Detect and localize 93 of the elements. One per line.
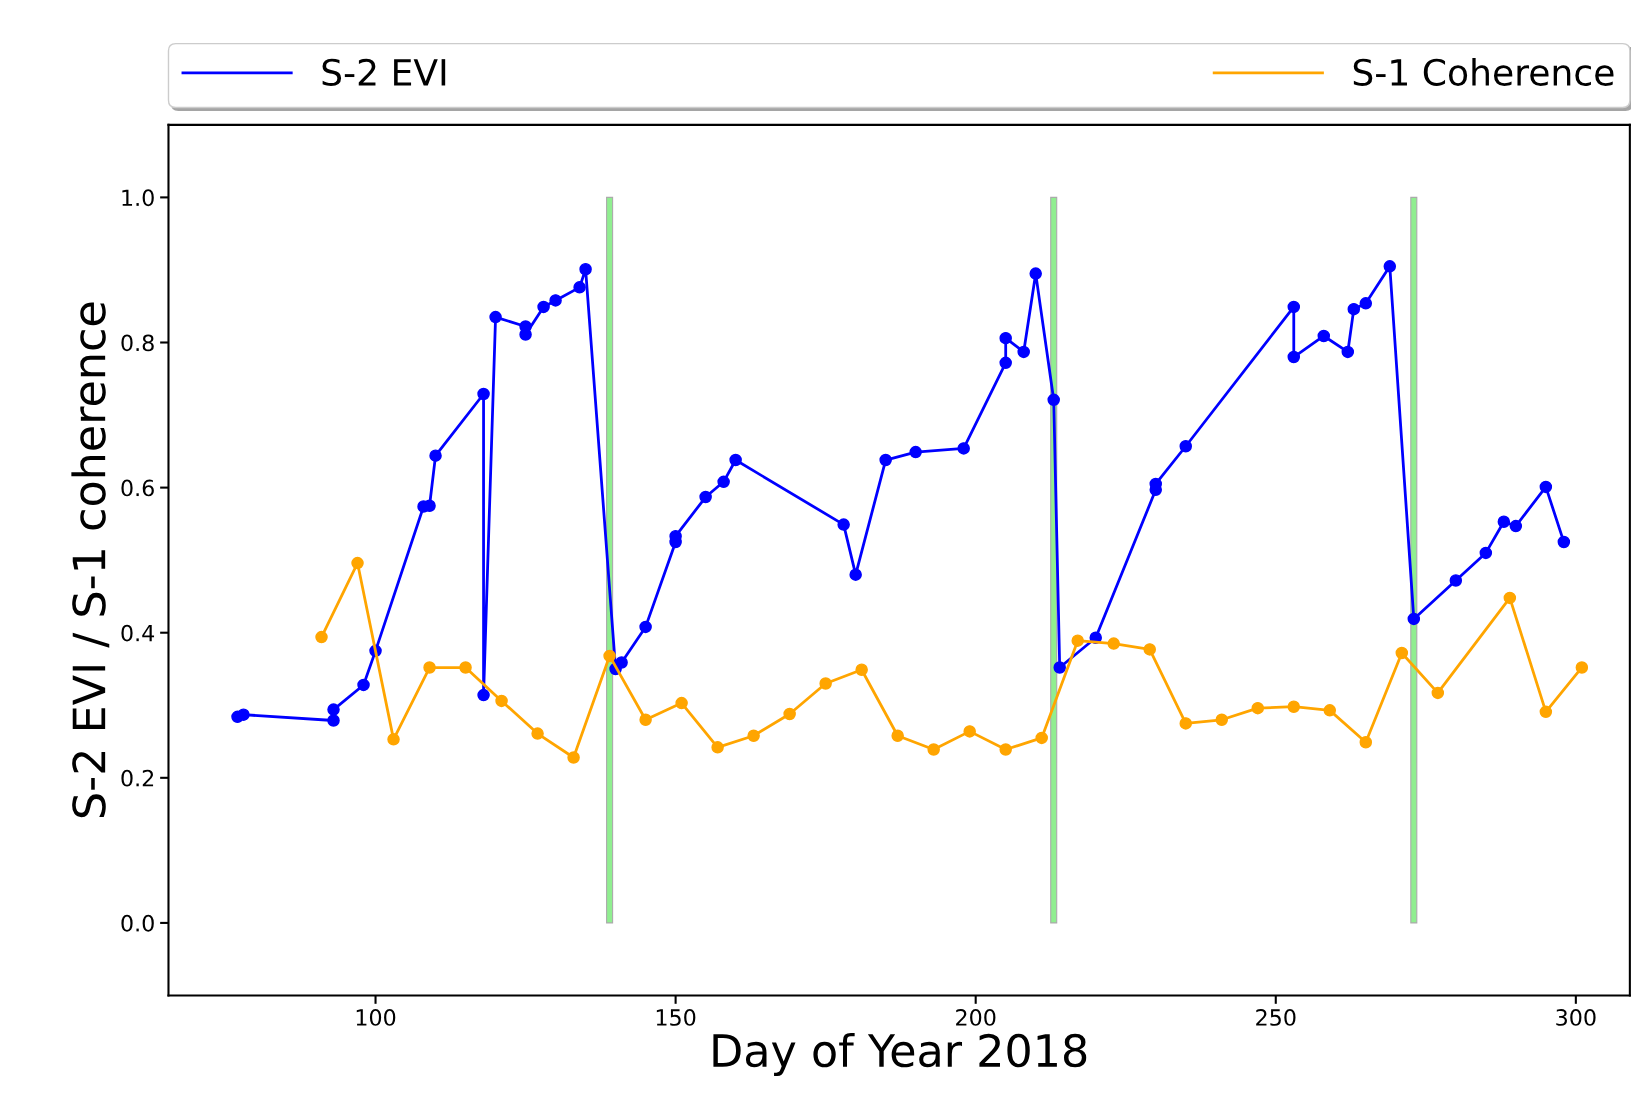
y-tick-label: 0.4 <box>121 624 155 642</box>
point <box>639 620 652 634</box>
point <box>1029 267 1042 280</box>
point <box>999 356 1012 370</box>
point <box>1383 260 1397 273</box>
y-tick-label: 1.0 <box>122 189 154 207</box>
x-tick-label: 100 <box>356 1009 396 1026</box>
point <box>1509 519 1523 533</box>
point <box>327 703 340 716</box>
x-axis-title: Day of Year 2018 <box>713 1032 1087 1076</box>
point <box>1179 717 1192 730</box>
point <box>1143 643 1156 656</box>
y-tick-label: 0.0 <box>121 914 154 932</box>
point <box>1341 345 1355 359</box>
point <box>1431 686 1445 700</box>
point <box>477 688 490 702</box>
point <box>1251 701 1265 715</box>
y-axis-title: S-2 EVI / S-1 coherence <box>71 302 110 818</box>
point <box>1407 612 1421 626</box>
point <box>1053 661 1066 674</box>
point <box>957 442 970 455</box>
point <box>1395 646 1409 660</box>
point <box>1287 300 1301 314</box>
point <box>1449 574 1463 587</box>
point <box>783 707 796 721</box>
point <box>639 713 652 727</box>
point <box>549 294 562 307</box>
point <box>315 630 328 644</box>
point <box>1017 345 1030 359</box>
point <box>237 708 250 721</box>
point <box>819 677 832 690</box>
point <box>1317 329 1331 343</box>
point <box>747 729 760 742</box>
legend-label: S-1 Coherence <box>1353 58 1614 86</box>
point <box>1071 634 1084 647</box>
point <box>963 725 976 738</box>
point <box>927 743 940 756</box>
point <box>1323 704 1337 717</box>
x-tick-label: 300 <box>1556 1009 1596 1026</box>
point <box>855 663 868 676</box>
point <box>837 518 850 531</box>
point <box>1479 546 1493 560</box>
point <box>429 449 442 462</box>
point <box>615 656 628 669</box>
point <box>1575 661 1589 674</box>
point <box>537 300 550 314</box>
point <box>1359 736 1373 749</box>
point <box>1107 637 1120 650</box>
point <box>675 696 688 710</box>
point <box>717 475 730 489</box>
point <box>1539 705 1553 719</box>
x-tick-label: 150 <box>656 1009 696 1026</box>
point <box>1497 515 1511 528</box>
point <box>1347 302 1361 316</box>
point <box>711 741 724 754</box>
point <box>459 661 472 674</box>
point <box>729 453 742 467</box>
point <box>495 694 508 708</box>
point <box>1503 591 1517 605</box>
point <box>477 387 490 401</box>
point <box>1287 700 1301 713</box>
point <box>423 661 436 674</box>
y-tick-label: 0.8 <box>121 334 154 352</box>
y-tick-label: 0.6 <box>121 479 154 497</box>
point <box>1557 535 1571 549</box>
point <box>999 331 1012 345</box>
point <box>531 727 544 740</box>
point <box>357 678 370 692</box>
point <box>603 649 616 663</box>
point <box>849 568 862 581</box>
x-tick-label: 250 <box>1256 1009 1296 1026</box>
point <box>999 743 1012 756</box>
point <box>879 453 892 467</box>
point <box>909 445 922 459</box>
point <box>351 556 364 570</box>
point <box>1287 350 1301 364</box>
point <box>579 262 592 276</box>
point <box>1215 713 1229 727</box>
point <box>567 751 580 764</box>
y-tick-label: 0.2 <box>121 769 154 787</box>
point <box>327 714 340 727</box>
point <box>1035 731 1048 745</box>
point <box>387 733 400 746</box>
point <box>1359 297 1373 310</box>
point <box>1539 480 1553 494</box>
point <box>699 490 712 504</box>
point <box>573 281 586 294</box>
point <box>1179 440 1192 453</box>
point <box>1047 393 1060 407</box>
x-tick-label: 200 <box>956 1009 996 1026</box>
point <box>489 310 502 324</box>
legend-label: S-2 EVI <box>322 58 446 86</box>
point <box>891 729 904 742</box>
